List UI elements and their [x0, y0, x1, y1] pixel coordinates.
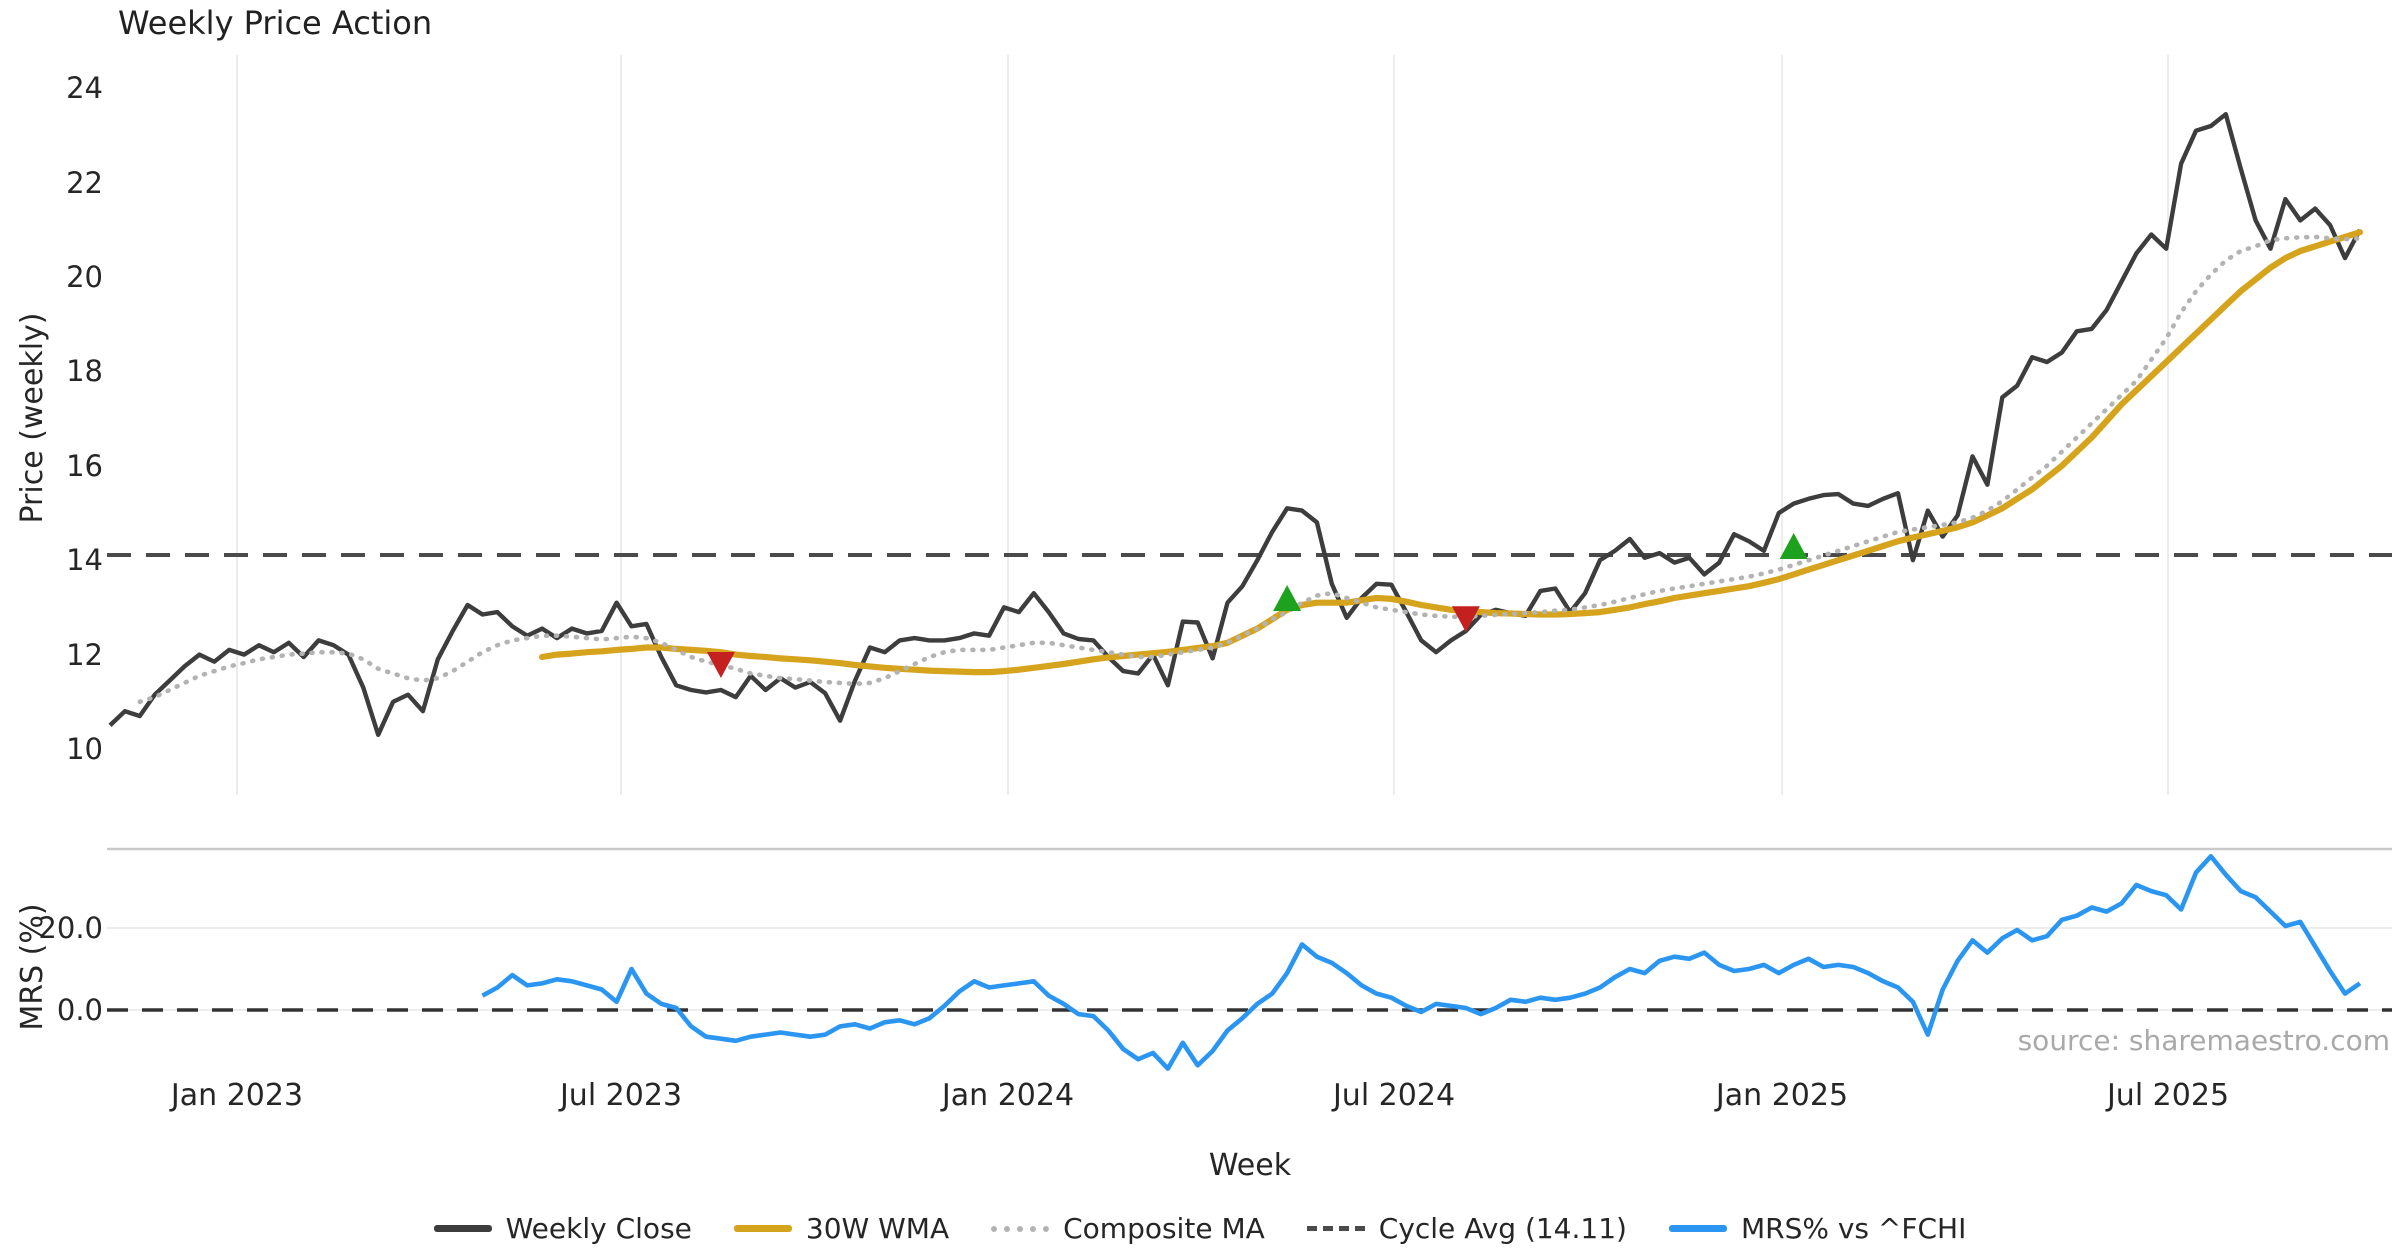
price-tick-label: 10: [66, 732, 103, 766]
x-tick-label: Jan 2025: [1715, 1078, 1849, 1113]
price-tick-label: 24: [66, 71, 103, 105]
mrs-tick-label: 20.0: [38, 911, 103, 945]
legend-line-sample: [433, 1225, 492, 1232]
chart-title: Weekly Price Action: [118, 4, 433, 42]
buy-signal-marker: [1273, 584, 1302, 611]
x-tick-label: Jan 2023: [170, 1078, 304, 1113]
x-tick-label: Jul 2025: [2106, 1078, 2230, 1113]
wma-30w-line: [539, 229, 2363, 676]
legend-item: Cycle Avg (14.11): [1306, 1212, 1627, 1245]
legend-item-label: Weekly Close: [505, 1212, 692, 1245]
legend-line-sample: [1306, 1226, 1365, 1231]
source-credit: source: sharemaestro.com: [2017, 1024, 2390, 1057]
mrs-axis-label: MRS (%): [15, 903, 50, 1031]
price-tick-label: 14: [66, 543, 103, 577]
legend-line-sample: [1668, 1225, 1727, 1232]
legend-item: MRS% vs ^FCHI: [1668, 1212, 1967, 1245]
legend-item: Weekly Close: [433, 1212, 692, 1245]
buy-signal-marker: [1779, 533, 1808, 560]
legend-line-sample: [991, 1225, 1050, 1232]
x-tick-label: Jan 2024: [941, 1078, 1075, 1113]
legend-item-label: Composite MA: [1063, 1212, 1265, 1245]
legend-item: Composite MA: [991, 1212, 1265, 1245]
legend-item-label: MRS% vs ^FCHI: [1740, 1212, 1967, 1245]
x-tick-label: Jul 2023: [559, 1078, 683, 1113]
legend-item-label: Cycle Avg (14.11): [1378, 1212, 1627, 1245]
sell-signal-marker: [706, 651, 735, 678]
mrs-line: [481, 854, 2362, 1071]
sell-signal-marker: [1451, 606, 1480, 633]
composite-ma-line: [137, 234, 2363, 705]
chart-legend: Weekly Close 30W WMA Composite MA Cycle Avg…: [0, 1212, 2400, 1245]
x-axis-label: Week: [1208, 1148, 1292, 1183]
legend-item: 30W WMA: [733, 1212, 950, 1245]
price-tick-label: 18: [66, 354, 103, 388]
mrs-tick-label: 0.0: [56, 993, 103, 1027]
legend-item-label: 30W WMA: [805, 1212, 950, 1245]
price-tick-label: 16: [66, 449, 103, 483]
price-tick-label: 22: [66, 166, 103, 200]
price-tick-label: 20: [66, 260, 103, 294]
price-tick-label: 12: [66, 638, 103, 672]
price-axis-label: Price (weekly): [15, 312, 50, 524]
legend-line-sample: [733, 1225, 792, 1232]
x-tick-label: Jul 2024: [1332, 1078, 1456, 1113]
weekly-close-line: [108, 112, 2362, 737]
